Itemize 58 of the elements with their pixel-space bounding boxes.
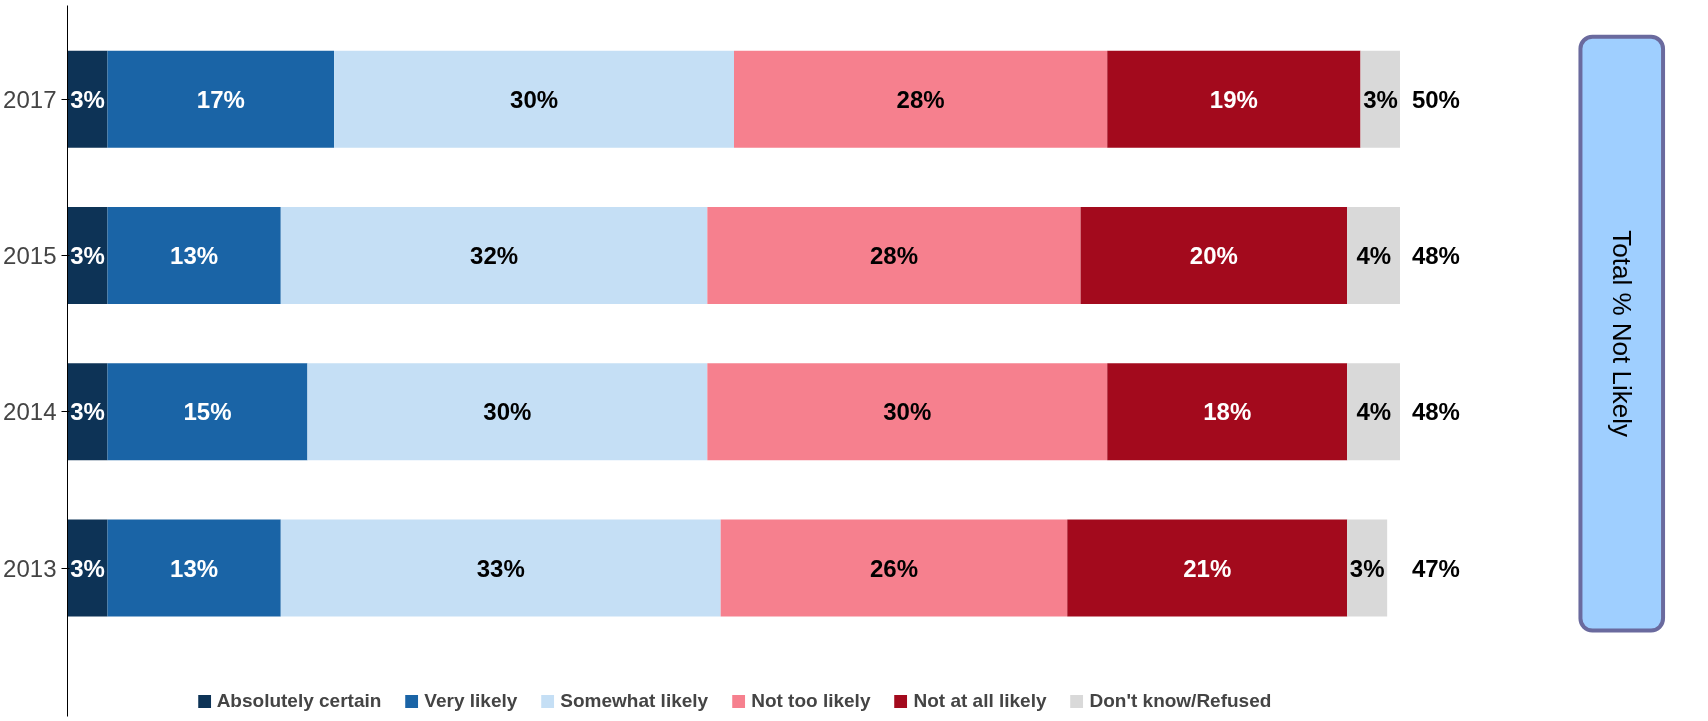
y-tick-label: 2015 (3, 242, 57, 270)
y-tick-label: 2017 (3, 85, 57, 113)
legend-label: Don't know/Refused (1089, 690, 1272, 712)
data-label: 30% (483, 398, 532, 426)
bar (1080, 207, 1348, 304)
bar (720, 519, 1068, 617)
data-label: 13% (170, 242, 219, 270)
legend-label: Somewhat likely (560, 690, 709, 712)
bar (107, 363, 308, 461)
data-label: 19% (1209, 85, 1258, 113)
bar (280, 519, 721, 617)
bar (707, 363, 1108, 461)
data-label: 3% (70, 398, 105, 426)
bar (1107, 363, 1348, 461)
bar (1347, 207, 1400, 304)
data-label: 26% (869, 554, 918, 582)
data-label: 3% (70, 554, 105, 582)
bar (280, 207, 708, 304)
legend-label: Not too likely (751, 690, 871, 712)
data-label: 4% (1356, 242, 1392, 270)
text: 47% (1411, 554, 1460, 582)
bar (307, 363, 708, 461)
data-label: 3% (1349, 554, 1385, 582)
data-label: 18% (1203, 398, 1252, 426)
y-tick-label: 2014 (3, 398, 57, 426)
data-label: 28% (869, 242, 918, 270)
bar (107, 519, 281, 617)
data-label: 28% (896, 85, 945, 113)
bar (107, 207, 281, 304)
bar (734, 50, 1108, 148)
data-label: 3% (70, 242, 105, 270)
data-label: 30% (510, 85, 559, 113)
data-label: 30% (883, 398, 932, 426)
bar (107, 50, 335, 148)
text: Total % Not Likely (1606, 230, 1637, 437)
data-label: 21% (1183, 554, 1232, 582)
data-label: 20% (1189, 242, 1238, 270)
bar (1067, 519, 1348, 617)
legend-label: Not at all likely (913, 690, 1047, 712)
bar (1347, 363, 1400, 461)
data-label: 33% (476, 554, 525, 582)
legend-label: Absolutely certain (216, 690, 382, 712)
data-label: 32% (470, 242, 519, 270)
bar (1107, 50, 1361, 148)
bar (1347, 519, 1388, 617)
legend-label: Very likely (424, 690, 518, 712)
data-label: 4% (1356, 398, 1392, 426)
bar (707, 207, 1081, 304)
y-tick-label: 2013 (3, 554, 57, 582)
data-label: 3% (70, 85, 105, 113)
text: 48% (1411, 242, 1460, 270)
text: 48% (1411, 398, 1460, 426)
data-label: 13% (170, 554, 219, 582)
data-label: 17% (196, 85, 245, 113)
data-label: 15% (183, 398, 232, 426)
data-label: 3% (1363, 85, 1398, 113)
bar (334, 50, 734, 148)
text: 50% (1411, 85, 1460, 113)
